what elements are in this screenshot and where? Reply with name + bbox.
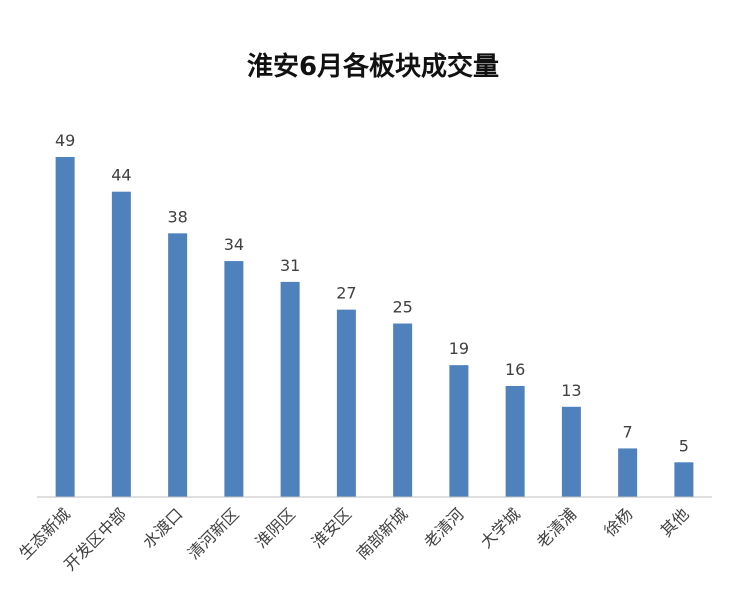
bar-2 <box>111 191 131 497</box>
x-tick-label: 淮阴区 <box>252 504 299 551</box>
bar-11 <box>618 448 638 497</box>
bar-value-label: 19 <box>449 339 469 358</box>
x-tick-label: 水渡口 <box>139 504 186 551</box>
bar-10 <box>561 406 581 497</box>
bar-4 <box>224 261 244 497</box>
bar-value-label: 5 <box>679 436 689 455</box>
bar-value-label: 49 <box>55 131 75 150</box>
chart-title: 淮安6月各板块成交量 <box>247 51 499 82</box>
bar-value-label: 13 <box>561 381 581 400</box>
bar-value-label: 44 <box>111 166 131 185</box>
x-tick-label: 清河新区 <box>184 504 243 563</box>
x-tick-label: 淮安区 <box>308 504 355 551</box>
bar-value-label: 7 <box>623 422 633 441</box>
value-labels-layer: 49 44 38 34 31 27 25 19 16 13 7 5 <box>55 131 689 455</box>
x-tick-label: 老清河 <box>420 504 467 551</box>
bar-1 <box>55 157 75 497</box>
bar-8 <box>449 365 469 497</box>
bar-9 <box>505 385 525 497</box>
x-tick-label: 其他 <box>657 504 693 540</box>
bar-value-label: 27 <box>336 284 356 303</box>
bar-value-label: 38 <box>167 207 187 226</box>
bar-value-label: 25 <box>392 298 412 317</box>
bar-value-label: 31 <box>280 256 300 275</box>
x-tick-label: 老清浦 <box>533 504 580 551</box>
bar-7 <box>393 323 413 497</box>
x-tick-label: 生态新城 <box>15 504 74 563</box>
x-tick-label: 徐杨 <box>600 504 636 540</box>
bar-5 <box>280 281 300 497</box>
x-tick-label: 南部新城 <box>353 504 412 563</box>
x-tick-label: 大学城 <box>477 504 524 551</box>
bar-6 <box>336 309 356 497</box>
bar-12 <box>674 462 694 497</box>
bar-value-label: 16 <box>505 360 525 379</box>
bars-layer <box>55 157 694 497</box>
bar-3 <box>168 233 188 497</box>
bar-value-label: 34 <box>224 235 244 254</box>
